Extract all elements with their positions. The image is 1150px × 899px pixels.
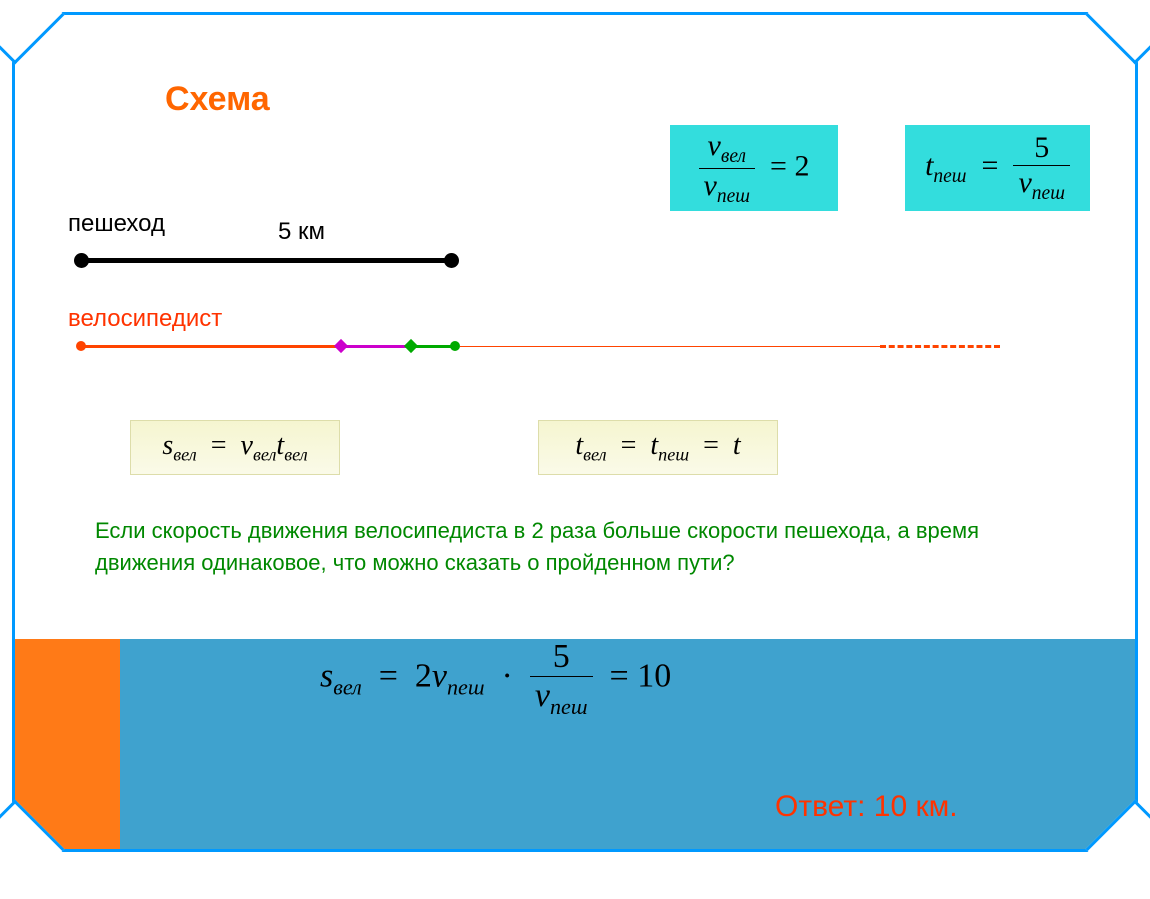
frame-corner-br bbox=[1086, 800, 1150, 899]
frame-corner-bl bbox=[0, 800, 64, 899]
slide-frame bbox=[12, 12, 1138, 852]
frame-corner-tr bbox=[1086, 0, 1150, 64]
frame-corner-tl bbox=[0, 0, 64, 64]
